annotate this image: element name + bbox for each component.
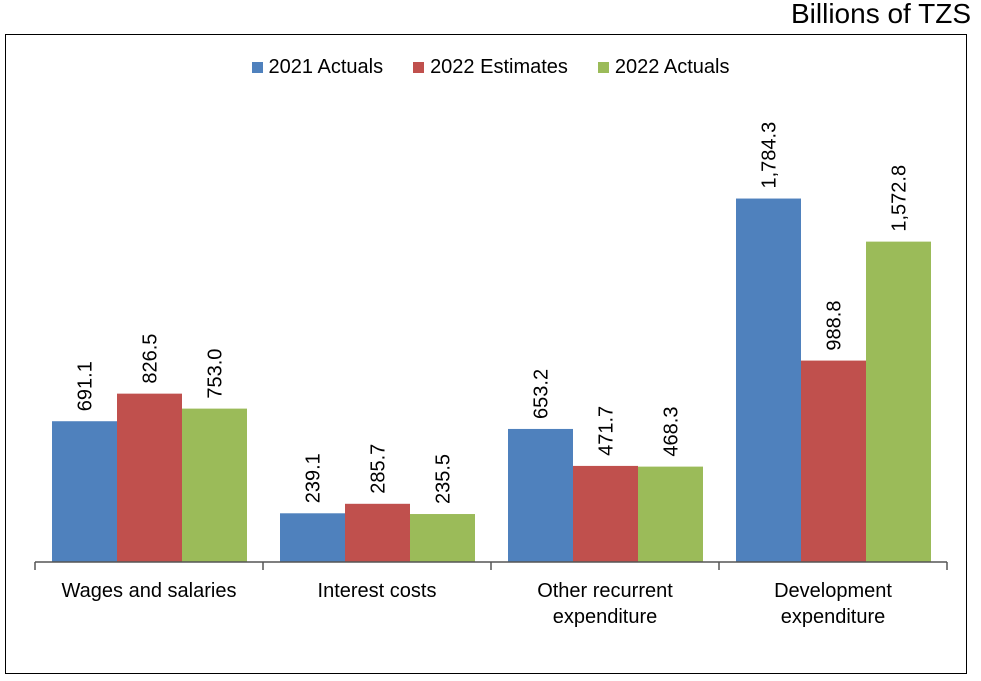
legend-item: 2022 Estimates xyxy=(413,56,568,79)
data-label: 653.2 xyxy=(531,369,553,419)
category-label: Other recurrent xyxy=(537,580,673,602)
bar xyxy=(182,408,247,562)
category-label: expenditure xyxy=(553,606,658,628)
data-label: 1,784.3 xyxy=(759,122,781,189)
bar xyxy=(345,503,410,562)
bar xyxy=(280,513,345,562)
bar xyxy=(52,421,117,562)
bar xyxy=(801,360,866,562)
data-label: 826.5 xyxy=(140,334,162,384)
legend: 2021 Actuals 2022 Estimates 2022 Actuals xyxy=(0,56,981,79)
legend-item: 2022 Actuals xyxy=(597,56,730,79)
data-label: 239.1 xyxy=(303,453,325,503)
category-label: Wages and salaries xyxy=(62,580,237,602)
unit-label: Billions of TZS xyxy=(791,0,971,29)
data-label: 471.7 xyxy=(596,406,618,456)
data-label: 1,572.8 xyxy=(889,165,911,232)
data-label: 988.8 xyxy=(824,301,846,351)
data-label: 235.5 xyxy=(433,454,455,504)
category-label: expenditure xyxy=(781,606,886,628)
legend-label: 2021 Actuals xyxy=(268,56,384,78)
legend-label: 2022 Actuals xyxy=(614,56,730,78)
bar xyxy=(866,241,931,562)
data-label: 753.0 xyxy=(205,349,227,399)
data-label: 468.3 xyxy=(661,407,683,457)
data-label: 285.7 xyxy=(368,444,390,494)
category-label: Interest costs xyxy=(318,580,437,602)
legend-item: 2021 Actuals xyxy=(251,56,384,79)
legend-label: 2022 Estimates xyxy=(430,56,568,78)
bar xyxy=(508,428,573,562)
data-label: 691.1 xyxy=(75,361,97,411)
bar xyxy=(573,465,638,562)
legend-swatch xyxy=(251,62,263,73)
category-label: Development xyxy=(774,580,892,602)
bar xyxy=(736,198,801,562)
bar xyxy=(117,393,182,562)
legend-swatch xyxy=(597,62,609,73)
bar xyxy=(638,466,703,562)
chart-frame xyxy=(5,34,967,674)
legend-swatch xyxy=(413,62,425,73)
bar xyxy=(410,514,475,562)
